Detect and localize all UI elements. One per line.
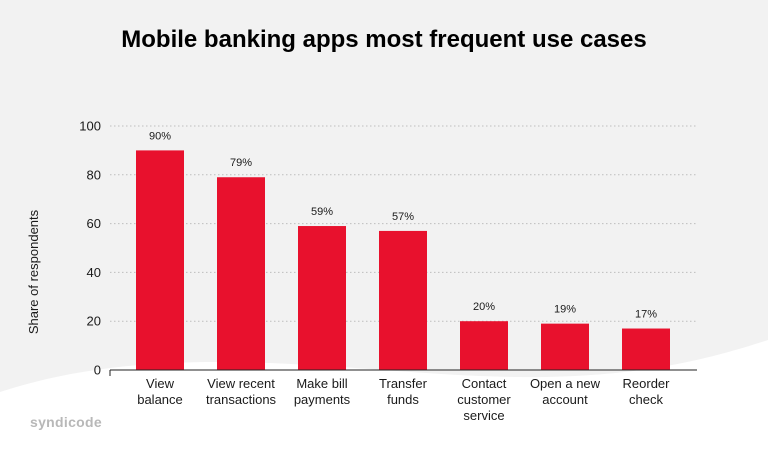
x-tick-label: funds (387, 392, 419, 407)
x-tick-label: balance (137, 392, 183, 407)
x-tick-label: account (542, 392, 588, 407)
bar (217, 177, 265, 370)
y-tick-label: 100 (79, 119, 101, 134)
y-tick-label: 80 (87, 167, 101, 182)
data-label: 57% (392, 211, 414, 223)
x-tick-label: View (146, 376, 175, 391)
x-tick-label: check (629, 392, 663, 407)
x-tick-label: View recent (207, 376, 275, 391)
x-tick-label: service (463, 408, 504, 423)
bar (298, 226, 346, 370)
x-tick-label: Transfer (379, 376, 428, 391)
bar (379, 230, 427, 370)
bars (136, 150, 670, 370)
y-tick-label: 20 (87, 314, 101, 329)
x-tick-label: transactions (206, 392, 277, 407)
y-axis-ticks: 0 20 40 60 80 100 (79, 119, 101, 378)
y-tick-label: 40 (87, 265, 101, 280)
chart-title: Mobile banking apps most frequent use ca… (121, 26, 647, 53)
x-tick-label: Reorder (623, 376, 671, 391)
bar (622, 328, 670, 370)
data-label: 19% (554, 304, 576, 316)
data-label: 20% (473, 301, 495, 313)
y-tick-label: 0 (94, 363, 101, 378)
bar (541, 323, 589, 370)
x-tick-label: Contact (462, 376, 507, 391)
data-label: 59% (311, 206, 333, 218)
y-axis-label: Share of respondents (26, 209, 41, 334)
y-tick-label: 60 (87, 216, 101, 231)
bar (136, 150, 184, 370)
x-tick-label: payments (294, 392, 351, 407)
data-label: 17% (635, 309, 657, 321)
x-tick-label: Make bill (296, 376, 347, 391)
x-tick-label: Open a new (530, 376, 601, 391)
data-labels: 90% 79% 59% 57% 20% 19% 17% (149, 130, 657, 320)
data-label: 79% (230, 157, 252, 169)
syndicode-logo: syndicode (30, 414, 102, 430)
background-wave (0, 340, 768, 464)
bar (460, 321, 508, 370)
x-tick-label: customer (457, 392, 511, 407)
data-label: 90% (149, 130, 171, 142)
